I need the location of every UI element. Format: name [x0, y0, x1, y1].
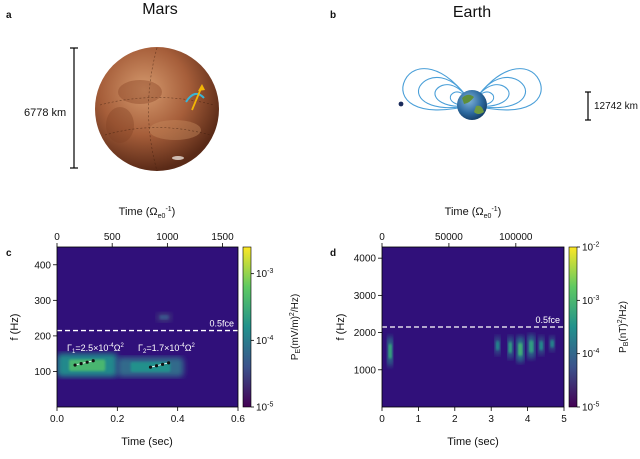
c-fitted-point	[154, 364, 159, 368]
c-fitted-point	[79, 362, 83, 366]
d-top-tick-label: 100000	[499, 232, 533, 243]
d-feature-core	[388, 343, 392, 359]
panel-d-colorbar	[568, 246, 578, 408]
c-fitted-point	[91, 359, 95, 363]
panel-d-y-label: f (Hz)	[335, 314, 347, 341]
panel-c-y-axis: 100 200 300 400	[34, 260, 57, 378]
panel-a-letter: a	[6, 10, 12, 21]
panel-c-x-axis: 0.0 0.2 0.4 0.6	[50, 407, 245, 425]
earth-scale-bar	[585, 91, 591, 121]
panel-d-x-axis: 0 1 2 3 4 5	[379, 407, 567, 425]
panel-c-colorbar-label: PE(mV/m)2/Hz)	[289, 294, 302, 360]
c-x-tick-label: 0.6	[231, 414, 245, 425]
c-feature-core	[69, 359, 106, 371]
earth-title: Earth	[453, 4, 491, 21]
panel-c-threshold-line: 0.5fce	[57, 319, 238, 332]
c-fit-line	[150, 362, 169, 368]
d-x-tick-label: 4	[525, 414, 531, 425]
panel-c-top-axis: 0 500 1000 1500	[54, 232, 234, 247]
panel-d-spectrogram: d Time (Ωe0-1) 0 50000 100000 0.5fce 0 1 2 3 4…	[330, 206, 630, 448]
d-y-tick-label: 4000	[354, 254, 377, 265]
panel-d-frame	[381, 246, 565, 408]
c-colorbar-tick-label: 10-3	[256, 268, 273, 280]
d-y-tick-label: 3000	[354, 291, 377, 302]
mars-scale-bar	[70, 47, 78, 169]
mars-title: Mars	[142, 1, 178, 18]
panel-d-top-axis: 0 50000 100000	[379, 232, 533, 247]
panel-d-top-axis-label: Time (Ωe0-1)	[445, 206, 502, 220]
earth-scale-label: 12742 km	[594, 101, 638, 112]
c-top-tick-label: 500	[104, 232, 121, 243]
d-feature-core	[495, 340, 500, 351]
panel-c-fitted-points	[73, 359, 171, 369]
panel-d-letter: d	[330, 248, 336, 259]
c-x-tick-label: 0.2	[110, 414, 124, 425]
panel-c-letter: c	[6, 248, 12, 259]
c-fitted-point	[148, 365, 153, 369]
panel-c-plot-background	[57, 247, 238, 407]
d-y-tick-label: 2000	[354, 328, 377, 339]
c-top-tick-label: 1000	[156, 232, 179, 243]
panel-a: a Mars 6778 km	[6, 1, 219, 172]
c-threshold-label: 0.5fce	[209, 319, 234, 329]
d-top-tick-label: 50000	[435, 232, 463, 243]
d-top-tick-label: 0	[379, 232, 385, 243]
c-colorbar-tick-label: 10-4	[256, 335, 273, 347]
panel-c-colorbar-ticks: 10-3 10-4 10-5	[251, 268, 273, 414]
c-top-tick-label: 1500	[211, 232, 234, 243]
earth-globe-image	[457, 90, 487, 120]
d-x-tick-label: 2	[452, 414, 458, 425]
d-feature-core	[539, 340, 543, 351]
d-colorbar-tick-label: 10-4	[582, 348, 599, 360]
c-fitted-point	[73, 363, 77, 367]
mars-field-line-markers	[185, 84, 205, 111]
panel-d-threshold-line: 0.5fce	[382, 315, 564, 328]
d-y-tick-label: 1000	[354, 365, 377, 376]
c-fit-line	[75, 360, 94, 366]
d-x-tick-label: 0	[379, 414, 385, 425]
d-colorbar-tick-label: 10-5	[582, 402, 599, 414]
satellite-marker	[398, 101, 404, 107]
d-colorbar-tick-label: 10-2	[582, 242, 599, 254]
c-feature-core	[159, 315, 169, 320]
mars-globe-image	[95, 47, 219, 172]
panel-c-x-label: Time (sec)	[121, 436, 173, 448]
d-threshold-label: 0.5fce	[535, 315, 560, 325]
panel-c-top-axis-label: Time (Ωe0-1)	[119, 206, 176, 220]
panel-b: b Earth 12742 km	[330, 4, 638, 121]
panel-d-y-axis: 1000 2000 3000 4000	[354, 254, 382, 376]
d-x-tick-label: 5	[561, 414, 567, 425]
panel-c-frame	[56, 246, 239, 408]
c-colorbar-tick-label: 10-5	[256, 402, 273, 414]
c-y-tick-label: 300	[34, 296, 51, 307]
c-fitted-point	[85, 360, 89, 364]
c-fitted-point	[160, 362, 165, 366]
c-x-tick-label: 0.4	[171, 414, 185, 425]
d-x-tick-label: 3	[488, 414, 494, 425]
panel-c-colorbar	[242, 246, 252, 408]
d-feature-core	[508, 341, 512, 354]
c-y-tick-label: 100	[34, 367, 51, 378]
c-top-tick-label: 0	[54, 232, 60, 243]
c-y-tick-label: 400	[34, 260, 51, 271]
panel-d-features	[387, 334, 555, 367]
panel-c-spectrogram: c Time (Ωe0-1) 0 500 1000 1500 0.5fce Γ1=2.…	[6, 206, 302, 448]
panel-c-y-label: f (Hz)	[9, 314, 21, 341]
c-y-tick-label: 200	[34, 331, 51, 342]
d-feature-core	[518, 342, 523, 356]
panel-d-colorbar-label: PB(nT)2/Hz)	[617, 301, 630, 353]
d-feature-core	[550, 340, 554, 348]
c-fitted-point	[167, 361, 171, 365]
panel-d-x-label: Time (sec)	[447, 436, 499, 448]
mars-scale-label: 6778 km	[24, 107, 66, 119]
d-x-tick-label: 1	[416, 414, 422, 425]
c-x-tick-label: 0.0	[50, 414, 64, 425]
dipole-field-lines	[402, 68, 542, 111]
d-feature-core	[529, 340, 534, 353]
panel-b-letter: b	[330, 10, 336, 21]
d-colorbar-tick-label: 10-3	[582, 295, 599, 307]
panel-d-colorbar-ticks: 10-2 10-3 10-4 10-5	[577, 242, 599, 414]
